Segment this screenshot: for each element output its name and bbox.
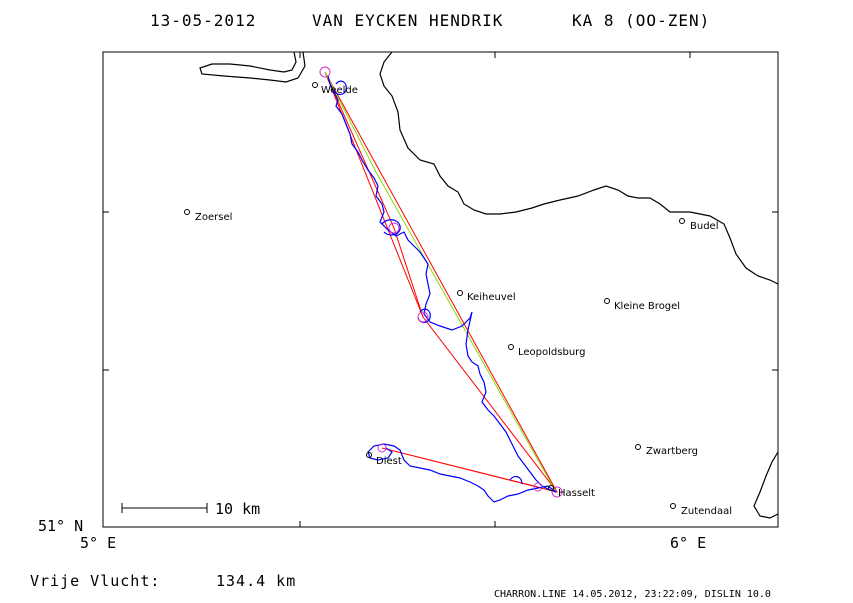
city-zutendaal: Zutendaal xyxy=(670,503,732,517)
map-frame xyxy=(102,51,779,528)
longitude-right-label: 6° E xyxy=(670,534,706,552)
cities: Weelde Zoersel Budel Keiheuvel Kleine Br… xyxy=(184,82,732,517)
title-glider: KA 8 (OO-ZEN) xyxy=(572,11,710,30)
longitude-left-label: 5° E xyxy=(80,534,116,552)
svg-text:Zutendaal: Zutendaal xyxy=(681,506,732,517)
city-weelde: Weelde xyxy=(312,82,358,96)
city-keiheuvel: Keiheuvel xyxy=(457,290,516,303)
scale-bar-label: 10 km xyxy=(215,500,260,518)
city-zwartberg: Zwartberg xyxy=(635,444,698,457)
turnpoints xyxy=(319,66,563,498)
title-pilot: VAN EYCKEN HENDRIK xyxy=(312,11,503,30)
svg-text:Keiheuvel: Keiheuvel xyxy=(467,292,516,303)
result-value: 134.4 km xyxy=(216,572,296,590)
country-borders xyxy=(199,51,779,519)
city-kleine-brogel: Kleine Brogel xyxy=(604,298,680,312)
svg-text:Hasselt: Hasselt xyxy=(558,488,595,499)
svg-text:Leopoldsburg: Leopoldsburg xyxy=(518,347,585,358)
svg-text:Budel: Budel xyxy=(690,221,718,232)
svg-text:Zoersel: Zoersel xyxy=(195,212,232,223)
svg-text:Kleine Brogel: Kleine Brogel xyxy=(614,301,680,312)
svg-text:Weelde: Weelde xyxy=(321,85,358,96)
optimized-line xyxy=(324,71,557,493)
latitude-label: 51° N xyxy=(38,517,83,535)
city-hasselt: Hasselt xyxy=(548,485,595,499)
title-date: 13-05-2012 xyxy=(150,11,256,30)
city-zoersel: Zoersel xyxy=(184,209,232,223)
svg-text:Zwartberg: Zwartberg xyxy=(646,446,698,457)
city-budel: Budel xyxy=(679,218,718,232)
task-lines xyxy=(324,71,559,493)
result-label: Vrije Vlucht: xyxy=(30,572,160,590)
footer-info: CHARRON.LINE 14.05.2012, 23:22:09, DISLI… xyxy=(494,589,771,600)
scale-bar: 10 km xyxy=(121,500,260,518)
svg-text:Diest: Diest xyxy=(376,456,402,467)
city-diest: Diest xyxy=(366,452,402,467)
city-leopoldsburg: Leopoldsburg xyxy=(508,344,585,358)
axis-ticks xyxy=(103,52,778,527)
